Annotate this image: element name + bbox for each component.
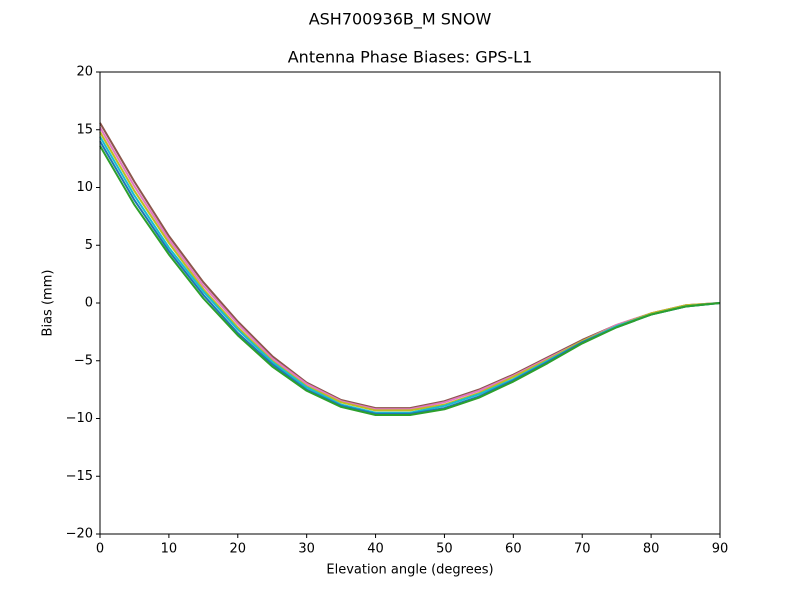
x-tick-label: 50 [436, 542, 453, 557]
series-line [99, 126, 721, 411]
y-tick-label: −20 [66, 527, 93, 542]
x-tick-label: 0 [96, 542, 104, 557]
x-axis-label: Elevation angle (degrees) [326, 563, 493, 578]
y-tick-label: 20 [76, 65, 93, 80]
y-tick-label: 10 [76, 180, 93, 195]
x-tick-label: 90 [712, 542, 729, 557]
y-tick-label: −15 [66, 469, 93, 484]
series-line [99, 122, 721, 410]
chart-title: Antenna Phase Biases: GPS-L1 [288, 48, 533, 67]
y-tick-label: 15 [76, 122, 93, 137]
plot-frame [99, 71, 721, 535]
x-tick-label: 70 [574, 542, 591, 557]
x-tick-label: 40 [367, 542, 384, 557]
series-line [99, 136, 721, 414]
x-tick-label: 30 [298, 542, 315, 557]
y-tick-label: −10 [66, 411, 93, 426]
y-axis-label: Bias (mm) [41, 270, 56, 337]
y-tick-label: 0 [85, 296, 93, 311]
y-tick-label: −5 [74, 353, 93, 368]
series-line [99, 145, 721, 417]
x-tick-label: 80 [643, 542, 660, 557]
chart-suptitle: ASH700936B_M SNOW [309, 10, 492, 30]
x-tick-label: 20 [230, 542, 247, 557]
x-tick-label: 10 [161, 542, 178, 557]
x-tick-label: 60 [505, 542, 522, 557]
y-tick-label: 5 [85, 238, 93, 253]
